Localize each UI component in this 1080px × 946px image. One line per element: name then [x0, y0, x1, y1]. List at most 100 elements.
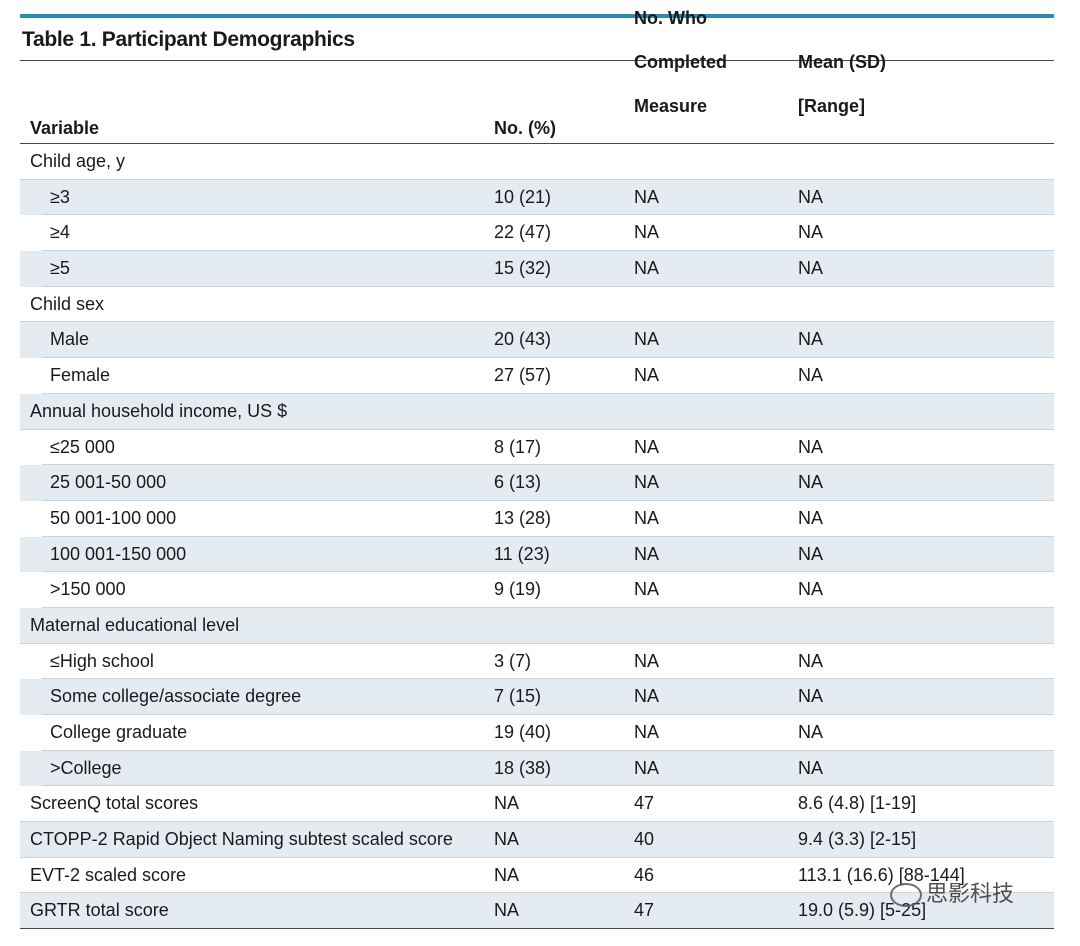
- table-row: ScreenQ total scores NA 47 8.6 (4.8) [1-19]: [20, 786, 1054, 822]
- cell-variable: ≤25 000: [50, 436, 115, 457]
- table-row: Child age, y: [20, 144, 1054, 180]
- cell-variable: >150 000: [50, 579, 126, 600]
- cell-no-pct: NA: [494, 793, 520, 814]
- cell-no-pct: 8 (17): [494, 436, 542, 457]
- table-row: 100 001-150 000 11 (23) NA NA: [20, 536, 1054, 573]
- table-row: 50 001-100 000 13 (28) NA NA: [20, 501, 1054, 537]
- table-row: Male 20 (43) NA NA: [20, 322, 1054, 359]
- cell-variable: ≥4: [50, 222, 70, 243]
- cell-no-pct: 13 (28): [494, 507, 552, 528]
- cell-variable: 100 001-150 000: [50, 543, 187, 564]
- header-completed: No. Who Completed Measure: [634, 8, 728, 116]
- cell-mean-sd: NA: [798, 436, 824, 457]
- cell-no-pct: NA: [494, 900, 520, 921]
- cell-completed: NA: [634, 436, 660, 457]
- table-row: ≥4 22 (47) NA NA: [20, 215, 1054, 251]
- cell-mean-sd: NA: [798, 365, 824, 386]
- cell-mean-sd: NA: [798, 543, 824, 564]
- cell-mean-sd: NA: [798, 686, 824, 707]
- table-title: Table 1. Participant Demographics: [22, 28, 355, 51]
- cell-no-pct: NA: [494, 829, 520, 850]
- cell-completed: 47: [634, 900, 655, 921]
- cell-mean-sd: 9.4 (3.3) [2-15]: [798, 829, 917, 850]
- table-row: 25 001-50 000 6 (13) NA NA: [20, 465, 1054, 501]
- cell-completed: NA: [634, 222, 660, 243]
- table-row: Some college/associate degree 7 (15) NA NA: [20, 679, 1054, 715]
- cell-completed: 47: [634, 793, 655, 814]
- watermark: 思影科技: [890, 876, 1014, 908]
- table-row: College graduate 19 (40) NA NA: [20, 715, 1054, 751]
- cell-completed: NA: [634, 757, 660, 778]
- cell-no-pct: 11 (23): [494, 543, 550, 564]
- cell-no-pct: 27 (57): [494, 365, 552, 386]
- cell-completed: NA: [634, 258, 660, 279]
- cell-variable: Child sex: [30, 293, 105, 314]
- cell-no-pct: 6 (13): [494, 472, 542, 493]
- cell-completed: NA: [634, 507, 660, 528]
- cell-completed: NA: [634, 543, 660, 564]
- cell-no-pct: 9 (19): [494, 579, 542, 600]
- table-body: Child age, y ≥3 10 (21) NA NA ≥4 22 (47) NA NA ≥5…: [20, 144, 1054, 930]
- cell-completed: NA: [634, 722, 660, 742]
- cell-mean-sd: NA: [798, 258, 824, 279]
- cell-no-pct: 19 (40): [494, 722, 552, 742]
- cell-no-pct: 18 (38): [494, 757, 552, 778]
- cell-mean-sd: NA: [798, 222, 824, 243]
- cell-variable: Some college/associate degree: [50, 686, 302, 707]
- cell-variable: Child age, y: [30, 151, 126, 171]
- cell-mean-sd: NA: [798, 507, 824, 528]
- cell-completed: NA: [634, 650, 660, 671]
- header-variable: Variable: [30, 118, 100, 138]
- cell-no-pct: 10 (21): [494, 186, 552, 207]
- table-row: ≥3 10 (21) NA NA: [20, 179, 1054, 216]
- wechat-icon: [890, 883, 922, 907]
- cell-completed: 46: [634, 864, 655, 885]
- cell-variable: 50 001-100 000: [50, 507, 177, 528]
- cell-variable: >College: [50, 757, 122, 778]
- table-row: >150 000 9 (19) NA NA: [20, 572, 1054, 608]
- cell-completed: NA: [634, 329, 660, 350]
- cell-mean-sd: NA: [798, 579, 824, 600]
- cell-mean-sd: NA: [798, 757, 824, 778]
- cell-mean-sd: 113.1 (16.6) [88-144]: [798, 864, 965, 885]
- cell-no-pct: 7 (15): [494, 686, 542, 707]
- table-row: GRTR total score NA 47 19.0 (5.9) [5-25]: [20, 893, 1054, 930]
- cell-no-pct: 20 (43): [494, 329, 552, 350]
- title-accent-bar: [20, 14, 1054, 18]
- cell-variable: Female: [50, 365, 111, 386]
- cell-no-pct: 22 (47): [494, 222, 552, 243]
- cell-variable: EVT-2 scaled score: [30, 864, 187, 885]
- cell-completed: NA: [634, 472, 660, 493]
- table-row: Female 27 (57) NA NA: [20, 358, 1054, 394]
- header-mean-sd: Mean (SD) [Range]: [798, 52, 887, 116]
- cell-variable: ≥3: [50, 186, 70, 207]
- table-row: ≤25 000 8 (17) NA NA: [20, 430, 1054, 466]
- cell-variable: College graduate: [50, 722, 188, 742]
- cell-variable: CTOPP-2 Rapid Object Naming subtest scal…: [30, 829, 453, 850]
- cell-mean-sd: NA: [798, 186, 824, 207]
- cell-mean-sd: NA: [798, 650, 824, 671]
- cell-no-pct: 15 (32): [494, 258, 552, 279]
- cell-mean-sd: NA: [798, 329, 824, 350]
- demographics-table: Variable No. (%) No. Who Completed Measu…: [20, 8, 1054, 930]
- table-row: EVT-2 scaled score NA 46 113.1 (16.6) [88-1…: [20, 858, 1054, 894]
- table-row: ≥5 15 (32) NA NA: [20, 251, 1054, 287]
- cell-mean-sd: 19.0 (5.9) [5-25]: [798, 900, 927, 921]
- cell-mean-sd: NA: [798, 472, 824, 493]
- cell-variable: ScreenQ total scores: [30, 793, 199, 814]
- header-no-pct: No. (%): [494, 118, 556, 138]
- cell-variable: ≥5: [50, 258, 70, 279]
- cell-variable: 25 001-50 000: [50, 472, 167, 493]
- cell-variable: ≤High school: [50, 650, 154, 671]
- cell-completed: NA: [634, 365, 660, 386]
- table-row: Annual household income, US $: [20, 393, 1054, 430]
- cell-no-pct: 3 (7): [494, 650, 532, 671]
- table-row: Maternal educational level: [20, 607, 1054, 644]
- cell-no-pct: NA: [494, 864, 520, 885]
- cell-mean-sd: 8.6 (4.8) [1-19]: [798, 793, 917, 814]
- cell-variable: Annual household income, US $: [30, 400, 288, 421]
- cell-completed: NA: [634, 579, 660, 600]
- cell-variable: Maternal educational level: [30, 614, 240, 635]
- cell-completed: NA: [634, 186, 660, 207]
- cell-variable: Male: [50, 329, 90, 350]
